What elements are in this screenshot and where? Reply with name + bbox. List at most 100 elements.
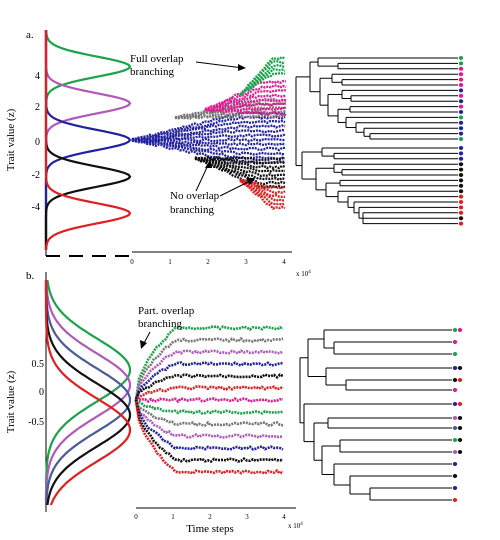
panel-a-label: a.: [26, 29, 34, 41]
trajectory-black: [134, 373, 284, 400]
tip-marker-blue: [458, 146, 464, 150]
xtick-label: 2: [206, 258, 210, 266]
panel-a-xticks: 0 1 2 3 4: [130, 258, 286, 266]
trajectory-blue: [131, 124, 286, 142]
distribution-curve-purple: [44, 30, 132, 250]
panel-b-distributions: [44, 279, 132, 506]
trajectory-red: [239, 178, 286, 195]
tip-marker-green: [458, 61, 464, 66]
ytick-label: -0.5: [28, 417, 44, 428]
tip-marker-magenta: [457, 328, 463, 332]
trajectory-magenta: [204, 108, 287, 116]
xtick-label: 1: [168, 258, 172, 266]
trajectory-green: [239, 72, 286, 96]
trajectory-gray: [134, 336, 284, 402]
trajectory-blue: [131, 119, 286, 141]
arrowhead: [205, 160, 212, 168]
panel-a-x-multiplier: x 104: [296, 270, 311, 278]
tip-marker-blue: [458, 88, 464, 93]
distribution-curve-slate: [45, 280, 132, 506]
tip-marker-red: [458, 194, 464, 199]
tip-marker-magenta: [458, 66, 464, 71]
panel-b-trajectories: [134, 325, 284, 476]
trajectory-red: [135, 385, 284, 402]
annotation-full-overlap-2: branching: [130, 66, 174, 78]
tip-marker-blue: [458, 151, 464, 156]
tip-marker-black: [458, 183, 464, 188]
tip-marker-purple: [452, 450, 458, 454]
tip-marker-magenta: [452, 388, 458, 392]
tip-marker-red: [458, 200, 464, 204]
ytick-label: 4: [35, 71, 40, 82]
trajectory-magenta: [204, 88, 287, 111]
xtick-label: 2: [208, 513, 212, 521]
trajectory-blue: [131, 138, 286, 147]
tip-marker-purple: [452, 416, 458, 420]
tip-marker-green: [458, 137, 464, 141]
trajectory-blue: [134, 400, 284, 451]
panel-b-x-multiplier: x 104: [288, 522, 303, 530]
trajectory-blue: [131, 128, 286, 142]
tip-marker-blue: [452, 366, 458, 370]
trajectory-red: [239, 178, 286, 210]
distribution-curve-red: [44, 280, 132, 506]
tip-marker-slate: [452, 426, 458, 430]
tip-marker-red: [457, 378, 463, 382]
distribution-curve-green: [44, 29, 132, 250]
tip-marker-blue: [452, 486, 458, 490]
tip-marker-green: [458, 115, 464, 120]
xtick-label: 4: [282, 513, 286, 521]
tip-marker-green: [452, 438, 458, 442]
trajectory-black: [194, 157, 286, 189]
arrowhead: [246, 178, 255, 185]
trajectory-blue: [131, 137, 286, 143]
arrow-full-overlap: [195, 61, 244, 69]
panel-a-trajectories: [131, 55, 287, 210]
tip-marker-black: [452, 474, 458, 478]
tip-marker-black: [457, 416, 463, 420]
tip-marker-blue: [452, 462, 458, 466]
ytick-label: -4: [32, 202, 40, 213]
trajectory-gray: [134, 399, 284, 427]
trajectory-purple: [134, 398, 284, 439]
tip-marker-blue: [458, 131, 464, 136]
tip-marker-blue: [452, 402, 458, 406]
trajectory-red: [239, 179, 286, 203]
tip-marker-magenta: [458, 83, 464, 87]
ytick-label: 0.5: [32, 359, 45, 370]
annotation-no-overlap: No overlap: [170, 190, 220, 202]
tip-marker-black: [458, 216, 464, 221]
trajectory-blue: [134, 361, 284, 402]
tip-marker-red: [452, 498, 458, 502]
arrowhead: [140, 340, 147, 349]
trajectory-magenta: [204, 106, 286, 112]
tip-marker-black: [457, 426, 463, 430]
xtick-label: 1: [171, 513, 175, 521]
trajectory-magenta: [204, 102, 287, 112]
panel-a-ylabel: Trait value (z): [5, 108, 17, 171]
tip-marker-green: [458, 56, 464, 60]
tip-marker-blue: [458, 120, 464, 125]
trajectory-green: [135, 399, 284, 415]
trajectory-green: [134, 325, 284, 401]
tip-marker-red: [458, 205, 464, 210]
distribution-curve-black: [44, 30, 132, 250]
arrow-no-overlap-2: [219, 179, 253, 197]
xtick-label: 0: [134, 513, 138, 521]
xtick-label: 3: [245, 513, 249, 521]
tip-marker-black: [458, 167, 464, 172]
trajectory-blue: [131, 115, 286, 141]
annotation-part-overlap-2: branching: [138, 318, 182, 330]
ytick-label: 0: [39, 387, 44, 398]
trajectory-magenta: [135, 396, 284, 404]
ytick-label: 2: [35, 102, 40, 113]
trajectory-gray: [174, 106, 287, 120]
panel-a-distributions: [44, 29, 132, 251]
tip-marker-magenta: [458, 93, 464, 98]
tip-marker-blue: [458, 110, 464, 114]
annotation-part-overlap: Part. overlap: [138, 305, 195, 317]
trajectory-blue: [131, 138, 286, 152]
tip-marker-red: [457, 402, 463, 406]
trajectory-red: [239, 179, 286, 199]
